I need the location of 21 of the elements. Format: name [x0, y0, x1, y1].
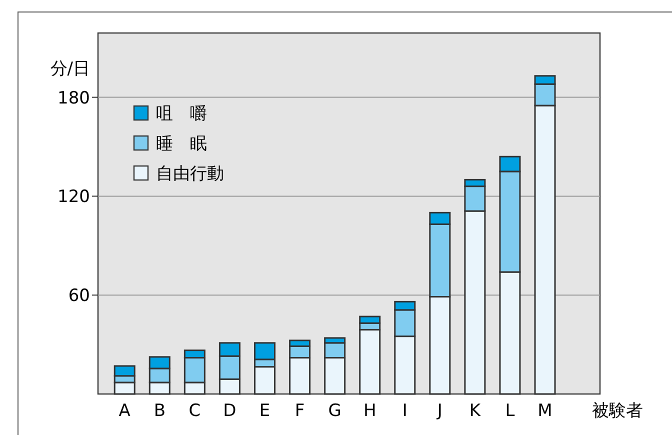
x-tick-label: B [154, 401, 166, 421]
x-tick-label: A [118, 401, 131, 421]
y-axis-title: 分/日 [50, 59, 90, 79]
x-tick-label: L [505, 401, 516, 421]
x-tick-label: F [294, 401, 305, 421]
legend-label: 咀 嚼 [156, 104, 207, 124]
x-tick-label: C [188, 401, 201, 421]
y-tick-label: 60 [68, 286, 90, 306]
x-axis-title: 被験者 [592, 401, 643, 421]
x-tick-label: G [328, 401, 342, 421]
legend-label: 睡 眠 [156, 134, 207, 154]
x-tick-label: J [436, 401, 442, 421]
y-tick-label: 120 [58, 187, 90, 208]
x-tick-label: K [469, 401, 482, 421]
x-tick-label: E [259, 401, 270, 421]
y-tick-label: 180 [58, 88, 90, 108]
legend-label: 自由行動 [156, 164, 224, 184]
x-tick-label: I [402, 401, 408, 421]
x-tick-label: M [538, 401, 552, 421]
x-tick-label: D [223, 401, 236, 421]
x-tick-label: H [363, 401, 376, 421]
